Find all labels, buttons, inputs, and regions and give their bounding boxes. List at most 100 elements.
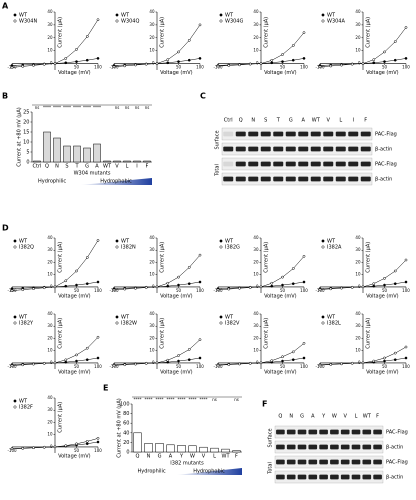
x-tick-label: A — [169, 454, 173, 460]
data-point — [187, 348, 191, 351]
significance-label: **** — [134, 397, 142, 402]
x-tick-label: 100 — [196, 288, 204, 293]
lane-label: V — [327, 118, 331, 124]
y-tick-label: 10 — [355, 348, 361, 353]
blot-band — [373, 474, 382, 480]
y-tick-label: 40 — [149, 9, 155, 14]
data-point — [302, 57, 306, 60]
blot-band — [308, 429, 318, 435]
x-tick-label: 50 — [176, 364, 182, 369]
significance-label: ns — [125, 105, 130, 110]
blot-strip — [221, 157, 373, 171]
data-point — [291, 44, 295, 47]
data-point — [42, 286, 46, 290]
x-tick-label: 100 — [300, 288, 308, 293]
data-point — [383, 276, 386, 280]
bar — [143, 160, 151, 163]
data-point — [198, 253, 202, 257]
blot-band — [235, 176, 246, 182]
x-tick-label: V — [202, 454, 206, 460]
x-tick-label: Y — [179, 454, 184, 460]
blot-band — [330, 429, 339, 435]
blot-band — [260, 176, 271, 182]
blot-band — [348, 176, 359, 182]
legend-marker — [13, 405, 17, 409]
data-point — [53, 445, 57, 449]
data-point — [64, 61, 68, 65]
data-point — [134, 287, 137, 290]
blot-band — [351, 459, 361, 465]
legend-marker — [219, 321, 223, 325]
data-point — [393, 358, 397, 362]
legend-label: I382A — [327, 245, 342, 251]
blot-band — [360, 176, 371, 182]
blot-band — [235, 146, 246, 152]
data-point — [227, 64, 231, 67]
data-point — [372, 359, 376, 363]
legend-label: W304G — [225, 19, 243, 25]
data-point — [32, 446, 35, 450]
data-point — [281, 355, 284, 359]
x-tick-label: Q — [45, 164, 49, 170]
y-axis-label: Current (µA) — [264, 318, 270, 349]
blot-band — [362, 474, 372, 480]
data-point — [259, 62, 263, 65]
x-tick-label: 50 — [176, 288, 182, 293]
x-tick-label: WT — [222, 454, 231, 460]
data-point — [32, 362, 35, 366]
data-point — [372, 282, 376, 286]
data-point — [238, 362, 241, 366]
blot-band — [298, 161, 309, 167]
x-tick-label: 100 — [196, 364, 204, 369]
lane-label: N — [289, 414, 293, 420]
data-point — [144, 62, 148, 66]
y-tick-label: 20 — [253, 335, 259, 340]
legend-label: WT — [19, 239, 28, 245]
blot-band — [360, 146, 371, 152]
legend-marker — [321, 13, 325, 17]
data-point — [85, 35, 89, 38]
blot-band — [373, 459, 382, 465]
data-point — [85, 256, 89, 259]
legend-marker — [115, 245, 119, 249]
data-point — [42, 362, 46, 365]
blot-band — [273, 131, 284, 137]
blot-band — [223, 131, 234, 137]
x-tick-label: 100 — [402, 364, 410, 369]
blot-strip — [221, 127, 373, 141]
data-point — [216, 363, 220, 367]
data-point — [85, 442, 89, 446]
data-point — [155, 285, 159, 289]
blot-band — [297, 429, 307, 435]
y-tick-label: 0 — [50, 284, 53, 289]
blot-band — [351, 474, 361, 480]
y-tick-label: 0 — [152, 360, 155, 365]
blot-band — [330, 459, 339, 465]
group-label: Hydrophilic — [38, 179, 66, 185]
y-tick-label: 40 — [253, 235, 259, 240]
data-point — [404, 57, 408, 60]
data-point — [404, 356, 408, 360]
legend-marker — [13, 315, 17, 319]
data-point — [177, 283, 180, 287]
row-label: PAC-Flag — [386, 460, 408, 466]
y-tick-label: 40 — [253, 311, 259, 316]
x-axis-label: Voltage (mV) — [58, 453, 91, 459]
data-point — [64, 57, 68, 60]
x-tick-label: L — [126, 164, 129, 170]
data-point — [187, 358, 191, 362]
x-axis-label: Voltage (mV) — [264, 369, 297, 375]
y-tick-label: 0 — [256, 360, 259, 365]
legend-marker — [321, 315, 325, 319]
data-point — [198, 338, 202, 342]
data-point — [21, 363, 25, 367]
lane-label: G — [300, 414, 304, 420]
y-axis-label: Current (µA) — [58, 402, 64, 433]
y-tick-label: 0 — [256, 284, 259, 289]
y-axis-label: Current at +80 mV (µA) — [17, 107, 23, 167]
data-point — [329, 64, 333, 68]
y-axis-label: Current (µA) — [58, 17, 64, 48]
blot-band — [330, 474, 339, 480]
data-point — [85, 358, 89, 362]
x-tick-label: T — [74, 164, 79, 170]
